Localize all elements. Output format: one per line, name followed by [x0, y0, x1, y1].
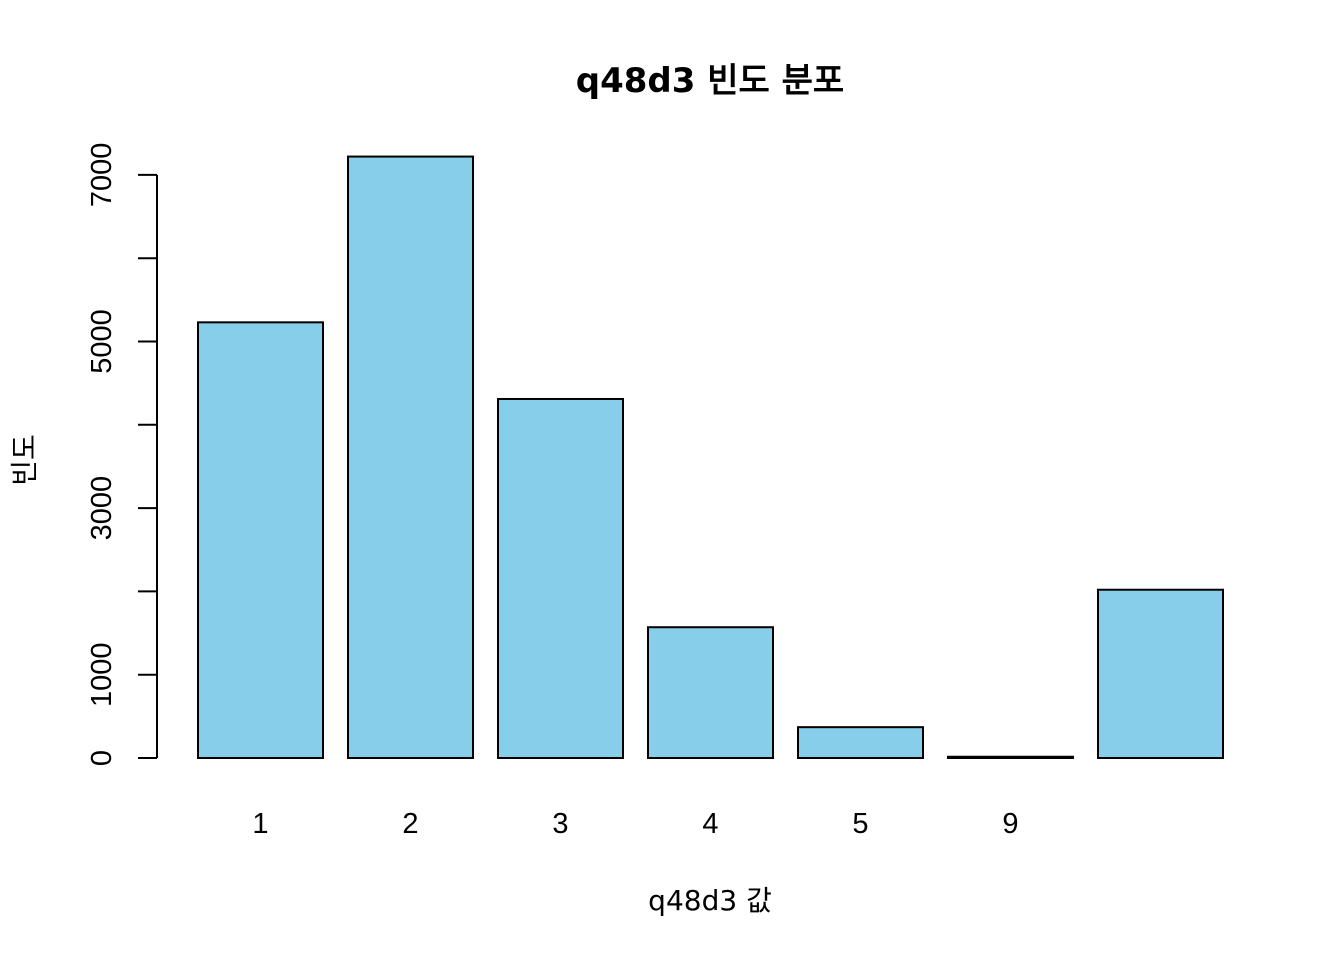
y-tick-label: 3000: [86, 476, 118, 541]
bar-1: [197, 321, 324, 759]
chart-title: q48d3 빈도 분포: [576, 61, 844, 101]
bar-9: [947, 755, 1074, 759]
bar-3: [497, 397, 624, 759]
x-tick-label: 4: [702, 808, 718, 840]
y-tick-label: 0: [86, 750, 118, 766]
x-tick-label: 3: [552, 808, 568, 840]
bar-2: [347, 155, 474, 760]
x-tick-labels: 1 2 3 4 5 9: [252, 808, 1018, 840]
y-tick-label: 7000: [86, 143, 118, 208]
bar-5: [797, 726, 924, 760]
x-tick-label: 1: [252, 808, 268, 840]
bars-group: [197, 155, 1224, 760]
y-axis: 0 1000 3000 5000 7000: [86, 143, 158, 766]
y-axis-label: 빈도: [8, 434, 41, 486]
bar-unlabeled-6: [1097, 588, 1224, 760]
x-axis-label: q48d3 값: [648, 884, 772, 917]
y-tick-label: 5000: [86, 309, 118, 374]
x-tick-label: 5: [852, 808, 868, 840]
x-tick-label: 9: [1002, 808, 1018, 840]
x-tick-label: 2: [402, 808, 418, 840]
bar-4: [647, 626, 774, 759]
y-tick-label: 1000: [86, 642, 118, 707]
